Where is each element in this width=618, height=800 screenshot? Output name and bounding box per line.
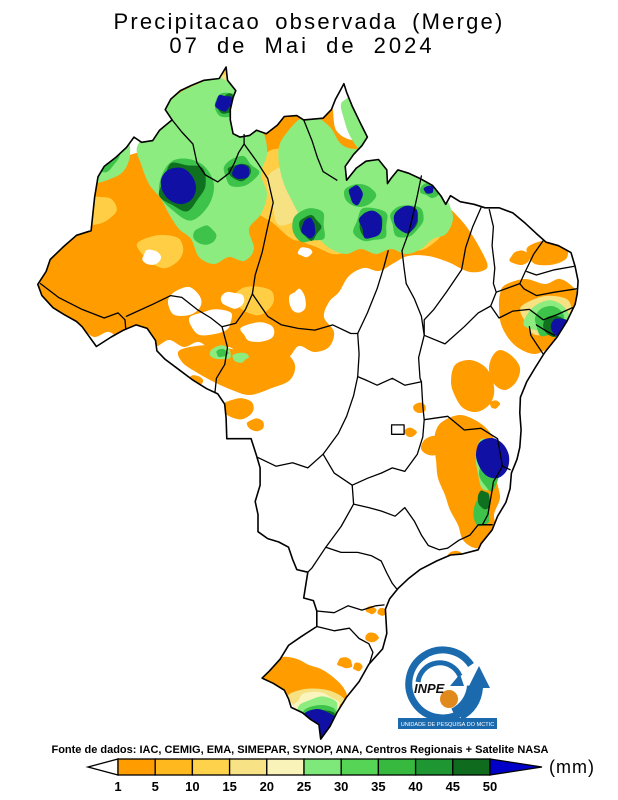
svg-text:(mm): (mm) [549,757,595,777]
svg-text:10: 10 [185,779,199,794]
svg-text:5: 5 [152,779,159,794]
svg-text:40: 40 [408,779,422,794]
svg-text:07 de Mai de 2024: 07 de Mai de 2024 [169,33,434,58]
svg-text:50: 50 [483,779,497,794]
svg-text:Fonte de dados: IAC, CEMIG, EM: Fonte de dados: IAC, CEMIG, EMA, SIMEPAR… [51,744,548,756]
svg-text:35: 35 [371,779,385,794]
svg-text:15: 15 [222,779,236,794]
svg-text:25: 25 [297,779,311,794]
svg-text:45: 45 [446,779,460,794]
svg-text:30: 30 [334,779,348,794]
svg-text:Precipitacao observada (Merge): Precipitacao observada (Merge) [113,9,504,34]
svg-text:INPE: INPE [414,681,445,696]
svg-text:UNIDADE DE PESQUISA DO MCTIC: UNIDADE DE PESQUISA DO MCTIC [401,722,495,728]
svg-text:20: 20 [260,779,274,794]
svg-text:1: 1 [114,779,121,794]
